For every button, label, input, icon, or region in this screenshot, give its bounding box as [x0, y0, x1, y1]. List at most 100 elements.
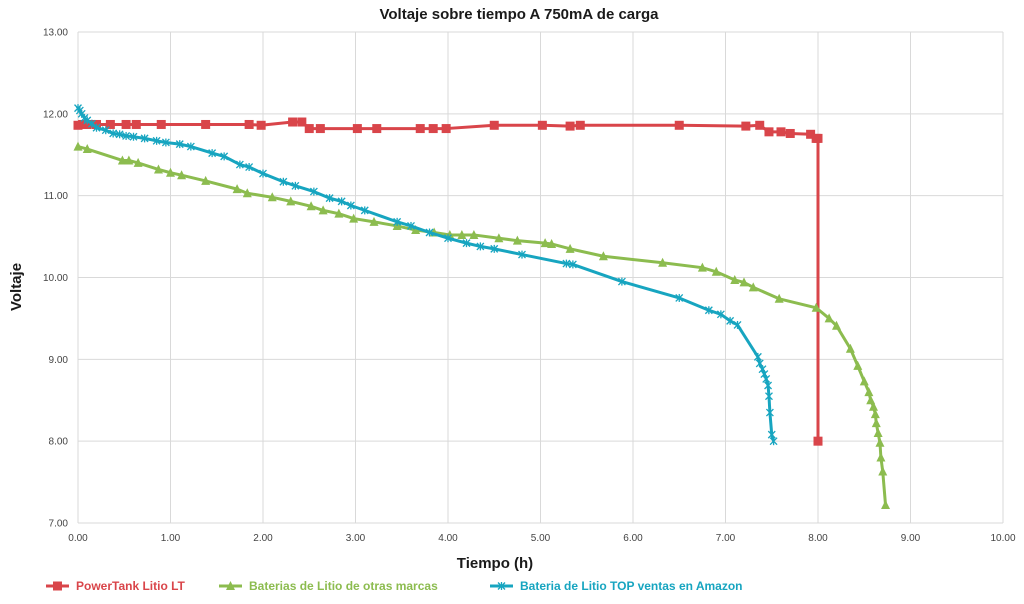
y-tick-label: 7.00	[49, 519, 69, 530]
data-point-asterisk	[425, 228, 434, 237]
data-point-asterisk	[360, 206, 369, 215]
y-axis-title: Voltaje	[8, 263, 25, 311]
data-point-triangle	[267, 192, 277, 202]
x-tick-label: 5.00	[531, 533, 551, 544]
data-point-square	[304, 124, 314, 134]
data-point-triangle	[133, 157, 143, 167]
data-point-asterisk	[220, 152, 229, 161]
data-point-square	[73, 120, 83, 130]
data-point-square	[352, 124, 362, 134]
data-point-square	[288, 117, 298, 127]
x-tick-label: 3.00	[346, 533, 366, 544]
legend-label: Baterias de Litio de otras marcas	[249, 579, 438, 593]
data-point-asterisk	[490, 244, 499, 253]
data-point-triangle	[853, 360, 863, 370]
data-point-triangle	[811, 302, 821, 312]
data-point-triangle	[870, 409, 880, 419]
data-point-triangle	[201, 175, 211, 185]
data-point-asterisk	[568, 260, 577, 269]
data-point-asterisk	[92, 123, 101, 132]
data-point-triangle	[369, 216, 379, 226]
series-line	[77, 145, 888, 506]
data-point-asterisk	[175, 140, 184, 149]
legend-label: PowerTank Litio LT	[76, 579, 186, 593]
data-point-triangle	[124, 155, 134, 165]
data-point-square	[565, 121, 575, 131]
data-point-square	[372, 124, 382, 134]
data-point-asterisk	[562, 259, 571, 268]
y-tick-label: 8.00	[49, 437, 69, 448]
data-point-square	[813, 133, 823, 143]
data-point-asterisk	[101, 126, 110, 135]
data-point-square	[121, 119, 131, 129]
legend-item: Bateria de Litio TOP ventas en Amazon	[490, 579, 743, 593]
data-point-triangle	[334, 208, 344, 218]
data-point-asterisk	[325, 194, 334, 203]
data-point-asterisk	[140, 134, 149, 143]
x-tick-label: 6.00	[623, 533, 643, 544]
data-point-square	[82, 119, 92, 129]
x-tick-label: 9.00	[901, 533, 921, 544]
data-point-triangle	[547, 238, 557, 248]
data-point-asterisk	[83, 116, 92, 125]
data-point-triangle	[845, 343, 855, 353]
data-point-square	[785, 128, 795, 138]
data-point-triangle	[878, 466, 888, 476]
data-point-triangle	[832, 320, 841, 330]
data-point-square	[156, 119, 166, 129]
data-point-asterisk	[346, 201, 355, 210]
data-point-square	[741, 121, 751, 131]
data-point-asterisk	[291, 181, 300, 190]
data-point-asterisk	[444, 234, 452, 243]
data-point-triangle	[153, 164, 163, 174]
x-tick-label: 0.00	[68, 533, 88, 544]
data-point-square	[575, 120, 585, 130]
legend-item: PowerTank Litio LT	[46, 579, 186, 593]
data-point-asterisk	[675, 293, 684, 302]
data-point-triangle	[286, 196, 296, 206]
data-point-triangle	[411, 225, 421, 235]
data-point-asterisk	[769, 437, 778, 446]
data-point-square	[315, 124, 325, 134]
data-point-asterisk	[109, 129, 118, 138]
data-point-triangle	[232, 184, 242, 194]
data-point-square	[776, 127, 786, 137]
data-point-asterisk	[762, 374, 771, 383]
grid-lines	[77, 31, 1004, 524]
y-tick-label: 10.00	[43, 273, 68, 284]
data-point-asterisk	[476, 242, 485, 251]
data-point-triangle	[869, 401, 878, 411]
data-point-asterisk	[518, 250, 526, 259]
x-tick-label: 1.00	[161, 533, 181, 544]
data-point-asterisk	[279, 177, 288, 186]
data-point-square	[105, 119, 115, 129]
data-point-triangle	[876, 452, 886, 462]
data-point-triangle	[540, 238, 550, 248]
data-point-triangle	[226, 581, 235, 590]
data-point-triangle	[598, 251, 608, 261]
data-point-square	[131, 119, 141, 129]
data-point-triangle	[658, 257, 668, 267]
data-point-asterisk	[208, 149, 217, 158]
data-point-asterisk	[497, 582, 506, 590]
data-point-asterisk	[733, 320, 742, 329]
x-tick-label: 4.00	[438, 533, 458, 544]
x-tick-label: 7.00	[716, 533, 736, 544]
data-point-triangle	[306, 201, 316, 211]
data-point-triangle	[697, 262, 707, 272]
data-point-triangle	[73, 141, 83, 151]
data-point-triangle	[166, 167, 175, 177]
data-point-asterisk	[716, 310, 725, 319]
legend: PowerTank Litio LT Baterias de Litio de o…	[46, 579, 743, 593]
data-point-triangle	[457, 229, 467, 239]
data-point-asterisk	[767, 430, 776, 439]
data-point-asterisk	[704, 306, 713, 315]
data-point-square	[415, 124, 425, 134]
data-point-triangle	[469, 229, 479, 239]
data-point-square	[537, 120, 547, 130]
data-point-triangle	[873, 427, 883, 437]
data-point-asterisk	[462, 239, 471, 248]
data-point-asterisk	[764, 381, 773, 390]
data-point-square	[441, 124, 451, 134]
